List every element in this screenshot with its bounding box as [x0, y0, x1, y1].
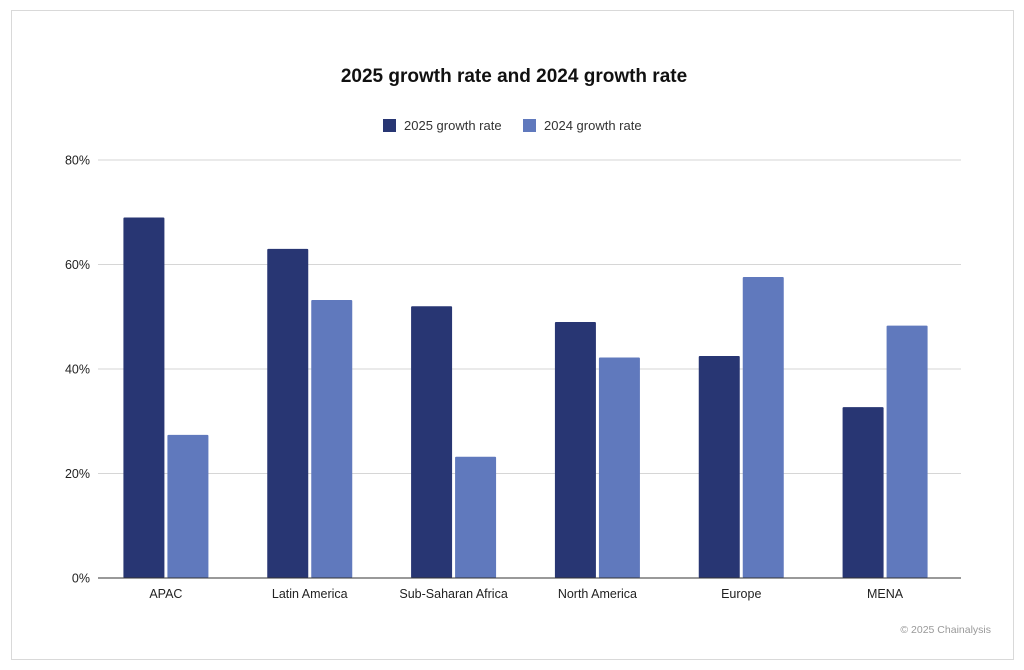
y-tick-label: 60%: [65, 258, 90, 272]
legend-label-2024: 2024 growth rate: [544, 118, 642, 133]
chart-title: 2025 growth rate and 2024 growth rate: [341, 66, 687, 87]
bar-2024-europe: [742, 277, 784, 578]
legend-label-2025: 2025 growth rate: [404, 118, 502, 133]
x-axis-ticks: APAC Latin America Sub-Saharan Africa North…: [149, 587, 903, 601]
bar-2024-apac: [167, 434, 209, 578]
bar-2024-sub-saharan-africa: [455, 456, 497, 578]
bar-2025-north-america: [554, 321, 596, 578]
bar-2025-europe: [698, 355, 740, 578]
bar-2025-latin-america: [267, 248, 309, 578]
bar-2025-mena: [842, 407, 884, 578]
y-tick-label: 0%: [72, 572, 90, 586]
gridlines: [98, 159, 961, 474]
bar-2025-sub-saharan-africa: [411, 306, 453, 578]
bar-2025-apac: [123, 217, 165, 578]
x-tick-label: Europe: [721, 587, 761, 601]
bar-2024-north-america: [598, 357, 640, 578]
legend-swatch-2024: [523, 119, 536, 132]
x-tick-label: MENA: [867, 587, 904, 601]
x-tick-label: Latin America: [272, 587, 348, 601]
y-axis-ticks: 0% 20% 40% 60% 80%: [65, 154, 90, 586]
x-tick-label: Sub-Saharan Africa: [399, 587, 507, 601]
x-tick-label: North America: [558, 587, 637, 601]
y-tick-label: 40%: [65, 363, 90, 377]
legend-swatch-2025: [383, 119, 396, 132]
x-tick-label: APAC: [149, 587, 182, 601]
y-tick-label: 80%: [65, 154, 90, 168]
bar-2024-latin-america: [311, 300, 353, 578]
chart-legend: 2025 growth rate 2024 growth rate: [383, 118, 642, 133]
bar-2024-mena: [886, 325, 928, 578]
y-tick-label: 20%: [65, 467, 90, 481]
bars: [123, 217, 928, 578]
copyright-footer: © 2025 Chainalysis: [900, 624, 991, 636]
